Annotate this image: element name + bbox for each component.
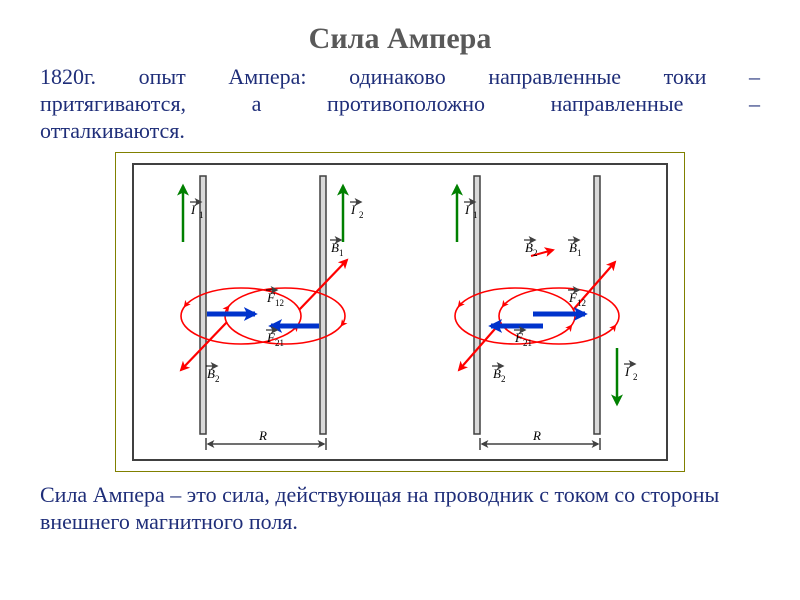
svg-text:2: 2 [533,248,538,258]
svg-text:I: I [190,202,196,217]
svg-text:1: 1 [339,248,344,258]
svg-text:I: I [624,364,630,379]
svg-text:R: R [532,428,541,443]
svg-text:B: B [525,240,533,255]
page-title: Сила Ампера [36,22,764,56]
svg-text:21: 21 [275,338,284,348]
svg-text:1: 1 [473,210,478,220]
svg-text:B: B [493,366,501,381]
svg-text:1: 1 [577,248,582,258]
svg-text:21: 21 [523,338,532,348]
diagram-container: B2B1F12F21I1I2RB2B1B2F12F21I1I2R [115,152,685,472]
svg-text:I: I [350,202,356,217]
svg-text:2: 2 [359,210,364,220]
svg-text:B: B [207,366,215,381]
intro-text: 1820г.опытАмпера:одинаковонаправленныето… [40,64,760,144]
svg-text:2: 2 [501,374,506,384]
svg-text:2: 2 [633,372,638,382]
svg-text:2: 2 [215,374,220,384]
svg-text:I: I [464,202,470,217]
intro-line3: отталкиваются. [40,118,760,145]
svg-text:1: 1 [199,210,204,220]
svg-text:12: 12 [577,298,586,308]
svg-text:R: R [258,428,267,443]
caption-text: Сила Ампера – это сила, действующая на п… [40,482,760,536]
svg-text:B: B [569,240,577,255]
svg-text:B: B [331,240,339,255]
svg-text:12: 12 [275,298,284,308]
ampere-diagram: B2B1F12F21I1I2RB2B1B2F12F21I1I2R [115,152,685,472]
